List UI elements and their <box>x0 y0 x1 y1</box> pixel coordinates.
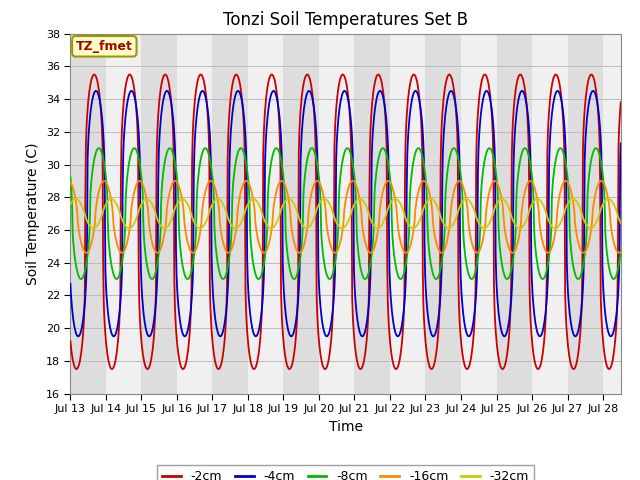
-32cm <box>427 196 435 202</box>
-16cm <box>599 179 607 185</box>
Text: TZ_fmet: TZ_fmet <box>76 40 132 53</box>
-4cm <box>67 281 74 287</box>
-16cm <box>580 250 588 256</box>
-2cm <box>214 366 222 372</box>
-8cm <box>617 247 625 253</box>
-4cm <box>617 141 625 146</box>
-32cm <box>93 223 100 229</box>
-32cm <box>599 201 607 207</box>
-2cm <box>296 129 303 134</box>
-2cm <box>591 78 598 84</box>
-16cm <box>392 197 399 203</box>
Bar <box>248 34 284 394</box>
Line: -32cm: -32cm <box>70 199 621 228</box>
-4cm <box>591 89 598 95</box>
-32cm <box>161 226 168 231</box>
-8cm <box>503 276 511 282</box>
-32cm <box>591 223 598 228</box>
X-axis label: Time: Time <box>328 420 363 433</box>
Legend: -2cm, -4cm, -8cm, -16cm, -32cm: -2cm, -4cm, -8cm, -16cm, -32cm <box>157 465 534 480</box>
-16cm <box>591 196 598 202</box>
-8cm <box>591 146 598 152</box>
-4cm <box>169 110 177 116</box>
-4cm <box>252 334 260 339</box>
-4cm <box>518 88 526 94</box>
-16cm <box>93 199 100 205</box>
-32cm <box>392 196 399 202</box>
-4cm <box>93 88 100 94</box>
-16cm <box>169 180 177 186</box>
-32cm <box>296 216 303 222</box>
Title: Tonzi Soil Temperatures Set B: Tonzi Soil Temperatures Set B <box>223 11 468 29</box>
-8cm <box>237 145 244 151</box>
-2cm <box>392 366 399 372</box>
Bar <box>319 34 355 394</box>
Bar <box>177 34 212 394</box>
-4cm <box>392 329 399 335</box>
Line: -8cm: -8cm <box>70 148 621 279</box>
Line: -4cm: -4cm <box>70 91 621 336</box>
-32cm <box>617 220 625 226</box>
-16cm <box>314 178 321 184</box>
Line: -16cm: -16cm <box>70 181 621 253</box>
-16cm <box>67 179 74 185</box>
-8cm <box>67 174 74 180</box>
-2cm <box>481 72 488 77</box>
Bar <box>532 34 568 394</box>
-4cm <box>296 273 303 279</box>
Bar <box>461 34 497 394</box>
Bar <box>390 34 426 394</box>
-2cm <box>67 338 74 344</box>
Bar <box>603 34 639 394</box>
Line: -2cm: -2cm <box>70 74 621 369</box>
-8cm <box>296 261 303 267</box>
-16cm <box>295 250 303 256</box>
-2cm <box>599 338 607 344</box>
-32cm <box>170 212 177 217</box>
-2cm <box>169 118 177 124</box>
Bar <box>106 34 141 394</box>
-4cm <box>599 280 607 286</box>
-16cm <box>617 249 625 254</box>
-32cm <box>67 201 74 207</box>
-8cm <box>169 149 177 155</box>
-8cm <box>392 261 399 266</box>
-8cm <box>93 147 100 153</box>
-2cm <box>93 76 100 82</box>
-2cm <box>617 99 625 105</box>
Y-axis label: Soil Temperature (C): Soil Temperature (C) <box>26 143 40 285</box>
-8cm <box>599 174 607 180</box>
